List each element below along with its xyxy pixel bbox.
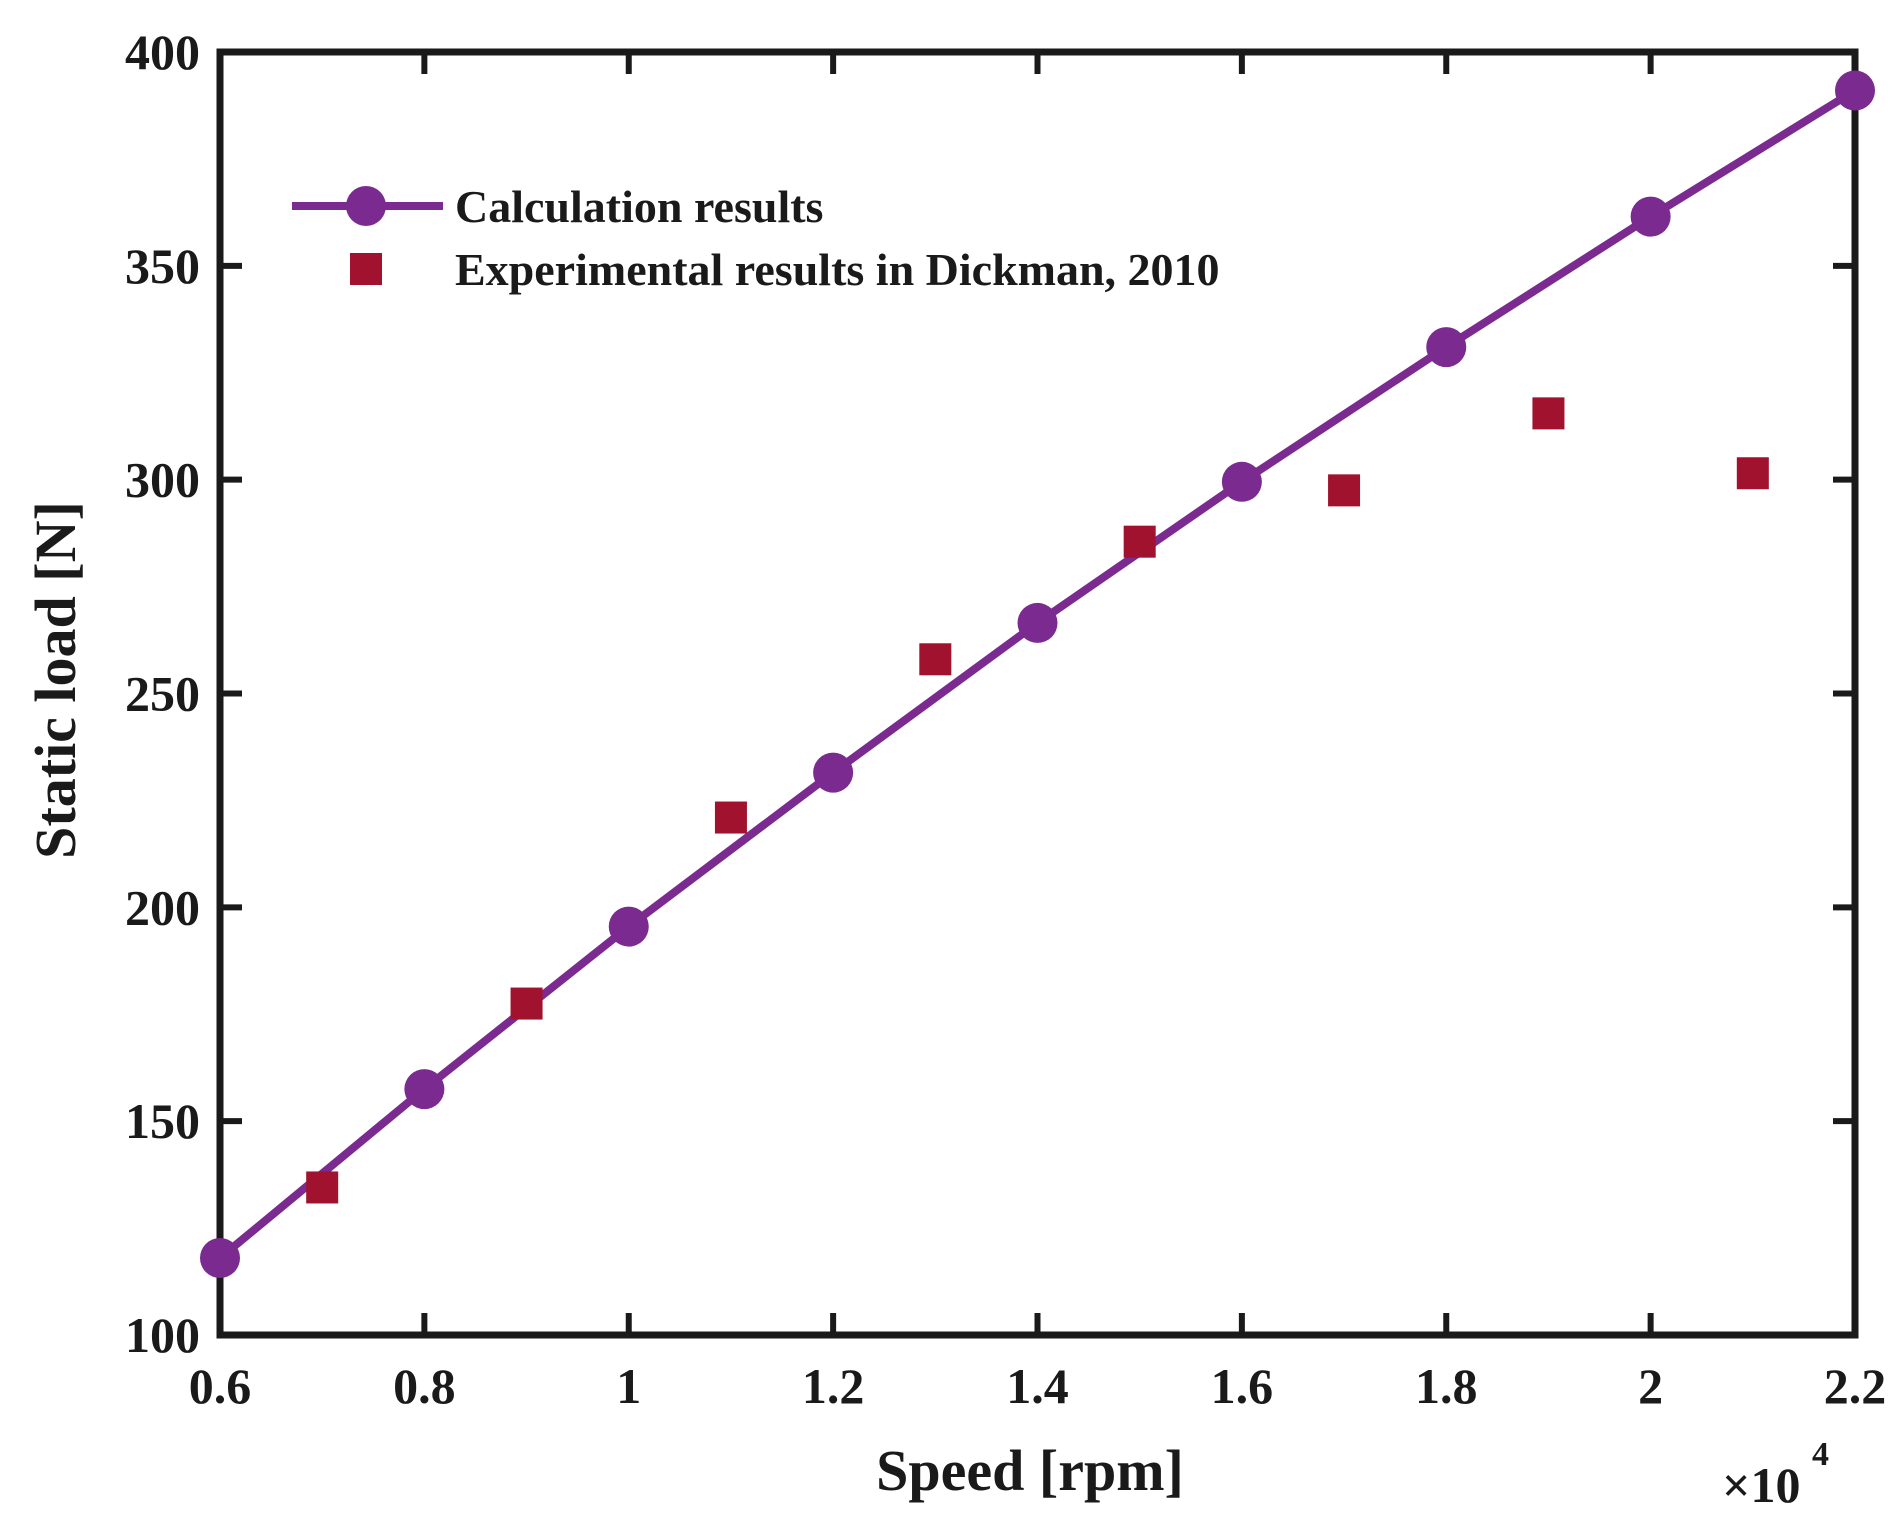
x-tick-label: 2 bbox=[1638, 1358, 1663, 1414]
x-multiplier: ×10 4 bbox=[1722, 1436, 1829, 1513]
x-tick-label: 1 bbox=[616, 1358, 641, 1414]
y-tick-labels: 100 150 200 250 300 350 400 bbox=[125, 24, 200, 1363]
x-tick-label: 2.2 bbox=[1824, 1358, 1887, 1414]
calculation-point bbox=[813, 752, 854, 793]
experimental-point bbox=[1328, 474, 1361, 507]
calculation-point bbox=[608, 906, 649, 947]
y-tick-label: 300 bbox=[125, 452, 200, 508]
experimental-point bbox=[306, 1171, 339, 1204]
calculation-point bbox=[1017, 602, 1058, 643]
y-tick-label: 400 bbox=[125, 24, 200, 80]
y-tick-label: 350 bbox=[125, 238, 200, 294]
experimental-point bbox=[1123, 525, 1156, 558]
calculation-point bbox=[1426, 327, 1467, 368]
experimental-point bbox=[1532, 397, 1565, 430]
calculation-point bbox=[1221, 461, 1262, 502]
y-tick-label: 150 bbox=[125, 1093, 200, 1149]
legend-marker-calculation bbox=[346, 186, 386, 226]
calculation-point bbox=[200, 1238, 240, 1279]
y-axis-label: Static load [N] bbox=[23, 501, 88, 859]
x-tick-label: 1.4 bbox=[1006, 1358, 1069, 1414]
calculation-point bbox=[1835, 70, 1875, 111]
experimental-point bbox=[919, 643, 952, 676]
y-tick-label: 100 bbox=[125, 1307, 200, 1363]
x-multiplier-base: ×10 bbox=[1722, 1457, 1801, 1513]
calculation-point bbox=[1630, 196, 1671, 237]
x-tick-label: 0.6 bbox=[189, 1358, 252, 1414]
experimental-point bbox=[714, 801, 747, 834]
series-layer bbox=[200, 70, 1875, 1279]
y-tick-label: 250 bbox=[125, 666, 200, 722]
x-multiplier-exponent: 4 bbox=[1812, 1436, 1829, 1473]
calculation-point bbox=[404, 1069, 445, 1110]
x-tick-label: 1.8 bbox=[1415, 1358, 1478, 1414]
x-axis-label: Speed [rpm] bbox=[876, 1438, 1184, 1503]
x-tick-label: 1.6 bbox=[1211, 1358, 1274, 1414]
legend-marker-experimental bbox=[350, 253, 382, 285]
y-tick-label: 200 bbox=[125, 879, 200, 935]
x-tick-label: 1.2 bbox=[802, 1358, 865, 1414]
legend-label-calculation: Calculation results bbox=[455, 181, 823, 232]
x-tick-label: 0.8 bbox=[393, 1358, 456, 1414]
experimental-point bbox=[1736, 457, 1769, 490]
experimental-point bbox=[510, 987, 543, 1020]
plot-area bbox=[200, 48, 1875, 1339]
legend: Calculation results Experimental results… bbox=[292, 181, 1220, 295]
axis-ticks bbox=[217, 49, 1858, 1338]
x-tick-labels: 0.6 0.8 1 1.2 1.4 1.6 1.8 2 2.2 bbox=[189, 1358, 1887, 1414]
legend-label-experimental: Experimental results in Dickman, 2010 bbox=[455, 244, 1220, 295]
